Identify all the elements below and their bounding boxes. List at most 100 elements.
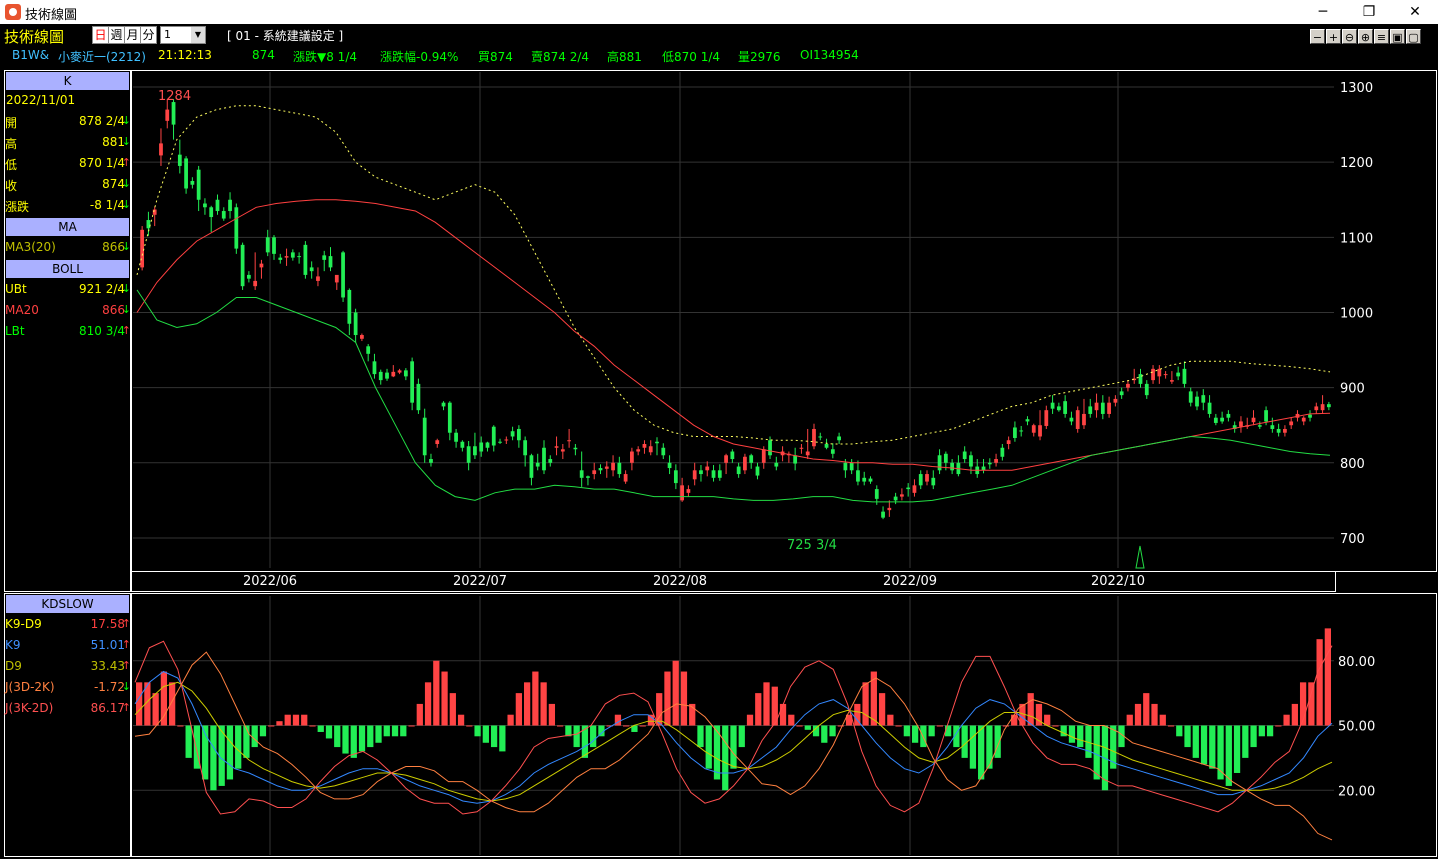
legend-label: 漲跌 bbox=[5, 200, 30, 214]
legend-row: MA20 866 ↓ bbox=[5, 301, 131, 321]
legend-value: -1.72 bbox=[93, 680, 125, 694]
legend-label: LBt bbox=[5, 324, 25, 338]
legend-value: 86.17 bbox=[90, 701, 125, 715]
period-1-button[interactable]: 週 bbox=[108, 26, 125, 44]
legend-label: J(3K-2D) bbox=[5, 701, 54, 715]
legend-label: MA20 bbox=[5, 303, 39, 317]
legend-row: LBt 810 3/4 ↑ bbox=[5, 322, 131, 342]
legend-row: 開 878 2/4 ↓ bbox=[5, 112, 131, 132]
legend-row: 漲跌 -8 1/4 ↓ bbox=[5, 196, 131, 216]
quote-change-pct: 漲跌幅-0.94% bbox=[380, 50, 459, 64]
trend-arrow-icon: ↓ bbox=[121, 114, 131, 127]
trend-arrow-icon: ↓ bbox=[121, 680, 131, 693]
quote-change: 漲跌▼8 1/4 bbox=[293, 50, 357, 64]
zoom-in-icon[interactable]: ⊕ bbox=[1358, 29, 1373, 44]
legend-value: 866 bbox=[102, 240, 125, 254]
close-button[interactable]: ✕ bbox=[1409, 4, 1421, 20]
legend-value: 878 2/4 bbox=[78, 114, 125, 128]
k-date: 2022/11/01 bbox=[6, 93, 76, 107]
legend-row: MA3(20) 866 ↓ bbox=[5, 238, 131, 258]
chart-title: 技術線圖 bbox=[4, 28, 65, 46]
legend-label: MA3(20) bbox=[5, 240, 56, 254]
period-count-value: 1 bbox=[164, 28, 171, 41]
legend-label: UBt bbox=[5, 282, 27, 296]
price-chart-panel[interactable] bbox=[131, 70, 1437, 572]
legend-value: 866 bbox=[102, 303, 125, 317]
quote-price: 874 bbox=[252, 48, 275, 62]
zoom-out-icon[interactable]: ⊖ bbox=[1342, 29, 1357, 44]
quote-oi: OI134954 bbox=[800, 48, 859, 62]
legend-value: 810 3/4 bbox=[78, 324, 125, 338]
trend-arrow-icon: ↓ bbox=[121, 198, 131, 211]
chevron-down-icon[interactable]: ▼ bbox=[191, 27, 205, 43]
legend-value: 33.43 bbox=[90, 659, 125, 673]
legend-label: K9 bbox=[5, 638, 21, 652]
period-3-button[interactable]: 分 bbox=[140, 26, 157, 44]
legend-row: K9-D9 17.58 ↑ bbox=[5, 615, 131, 635]
legend-label: J(3D-2K) bbox=[5, 680, 55, 694]
legend-value: -8 1/4 bbox=[89, 198, 125, 212]
legend-label: K9-D9 bbox=[5, 617, 42, 631]
trend-arrow-icon: ↓ bbox=[121, 135, 131, 148]
legend-label: 高 bbox=[5, 137, 18, 151]
config-title: [ 01 - 系統建議設定 ] bbox=[227, 29, 344, 43]
window-titlebar: 技術線圖 ─ ❐ ✕ bbox=[0, 0, 1438, 24]
minus-icon[interactable]: − bbox=[1310, 29, 1325, 44]
restore-icon[interactable]: ▢ bbox=[1406, 29, 1421, 44]
kd-section-header: KDSLOW bbox=[6, 595, 129, 613]
maximize-button[interactable]: ❐ bbox=[1362, 4, 1376, 20]
date-axis-panel bbox=[131, 571, 1336, 592]
trend-arrow-icon: ↓ bbox=[121, 282, 131, 295]
legend-row: 高 881 ↓ bbox=[5, 133, 131, 153]
k-section-header: K bbox=[6, 72, 129, 90]
legend-value: 881 bbox=[102, 135, 125, 149]
legend-value: 17.58 bbox=[90, 617, 125, 631]
trend-arrow-icon: ↑ bbox=[121, 701, 131, 714]
legend-value: 870 1/4 bbox=[78, 156, 125, 170]
app-logo-icon bbox=[5, 4, 21, 20]
period-2-button[interactable]: 月 bbox=[124, 26, 141, 44]
chart-toolbar bbox=[0, 24, 1438, 46]
legend-label: D9 bbox=[5, 659, 22, 673]
plus-icon[interactable]: + bbox=[1326, 29, 1341, 44]
boll-section-header: BOLL bbox=[6, 260, 129, 278]
quote-name: 小麥近一(2212) bbox=[58, 50, 146, 64]
legend-row: UBt 921 2/4 ↓ bbox=[5, 280, 131, 300]
quote-volume: 量2976 bbox=[738, 50, 781, 64]
settings-icon[interactable]: ≡ bbox=[1374, 29, 1389, 44]
trend-arrow-icon: ↑ bbox=[121, 324, 131, 337]
legend-row: J(3K-2D) 86.17 ↑ bbox=[5, 699, 131, 719]
period-0-button[interactable]: 日 bbox=[92, 26, 109, 44]
ma-section-header: MA bbox=[6, 218, 129, 236]
period-count-select[interactable]: 1 ▼ bbox=[160, 26, 206, 44]
legend-row: 收 874 ↓ bbox=[5, 175, 131, 195]
legend-value: 51.01 bbox=[90, 638, 125, 652]
legend-row: 低 870 1/4 ↑ bbox=[5, 154, 131, 174]
legend-value: 921 2/4 bbox=[78, 282, 125, 296]
trend-arrow-icon: ↑ bbox=[121, 617, 131, 630]
trend-arrow-icon: ↑ bbox=[121, 156, 131, 169]
legend-row: K9 51.01 ↑ bbox=[5, 636, 131, 656]
trend-arrow-icon: ↓ bbox=[121, 303, 131, 316]
quote-time: 21:12:13 bbox=[158, 48, 212, 62]
quote-high: 高881 bbox=[607, 50, 642, 64]
legend-value: 874 bbox=[102, 177, 125, 191]
save-icon[interactable]: ▣ bbox=[1390, 29, 1405, 44]
kd-chart-panel[interactable] bbox=[131, 593, 1437, 857]
quote-bid: 買874 bbox=[478, 50, 513, 64]
legend-label: 低 bbox=[5, 158, 18, 172]
minimize-button[interactable]: ─ bbox=[1318, 4, 1328, 20]
legend-label: 開 bbox=[5, 116, 18, 130]
trend-arrow-icon: ↓ bbox=[121, 240, 131, 253]
quote-symbol: B1W& bbox=[12, 48, 50, 62]
trend-arrow-icon: ↑ bbox=[121, 638, 131, 651]
legend-label: 收 bbox=[5, 179, 18, 193]
kd-legend-panel bbox=[4, 593, 131, 857]
trend-arrow-icon: ↓ bbox=[121, 177, 131, 190]
trend-arrow-icon: ↑ bbox=[121, 659, 131, 672]
legend-row: J(3D-2K) -1.72 ↓ bbox=[5, 678, 131, 698]
price-legend-panel bbox=[4, 70, 131, 592]
legend-row: D9 33.43 ↑ bbox=[5, 657, 131, 677]
quote-low: 低870 1/4 bbox=[662, 50, 721, 64]
window-title: 技術線圖 bbox=[25, 8, 78, 23]
